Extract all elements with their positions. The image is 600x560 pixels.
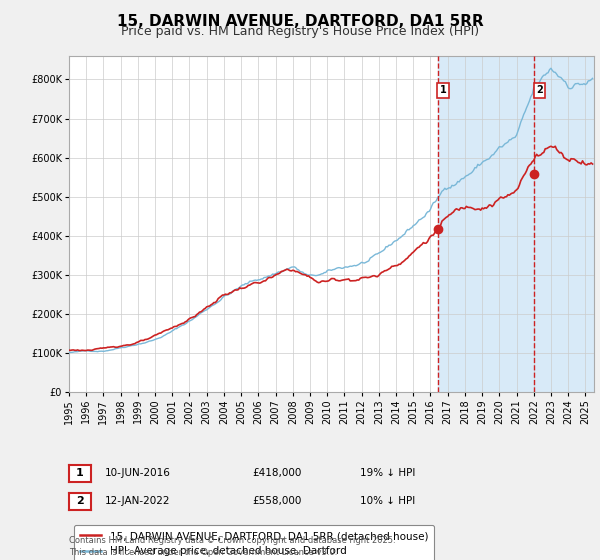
Text: 10% ↓ HPI: 10% ↓ HPI (360, 496, 415, 506)
Text: 12-JAN-2022: 12-JAN-2022 (105, 496, 170, 506)
Text: 10-JUN-2016: 10-JUN-2016 (105, 468, 171, 478)
Text: 2: 2 (76, 496, 83, 506)
Text: £418,000: £418,000 (252, 468, 301, 478)
Bar (438, 56, 594, 392)
Text: 2: 2 (536, 85, 543, 95)
Legend: 15, DARWIN AVENUE, DARTFORD, DA1 5RR (detached house), HPI: Average price, detac: 15, DARWIN AVENUE, DARTFORD, DA1 5RR (de… (74, 525, 434, 560)
Text: 19% ↓ HPI: 19% ↓ HPI (360, 468, 415, 478)
Text: 1: 1 (440, 85, 446, 95)
Text: 15, DARWIN AVENUE, DARTFORD, DA1 5RR: 15, DARWIN AVENUE, DARTFORD, DA1 5RR (116, 14, 484, 29)
Text: £558,000: £558,000 (252, 496, 301, 506)
Text: 1: 1 (76, 468, 83, 478)
Text: Contains HM Land Registry data © Crown copyright and database right 2025.
This d: Contains HM Land Registry data © Crown c… (69, 536, 395, 557)
Text: Price paid vs. HM Land Registry's House Price Index (HPI): Price paid vs. HM Land Registry's House … (121, 25, 479, 38)
